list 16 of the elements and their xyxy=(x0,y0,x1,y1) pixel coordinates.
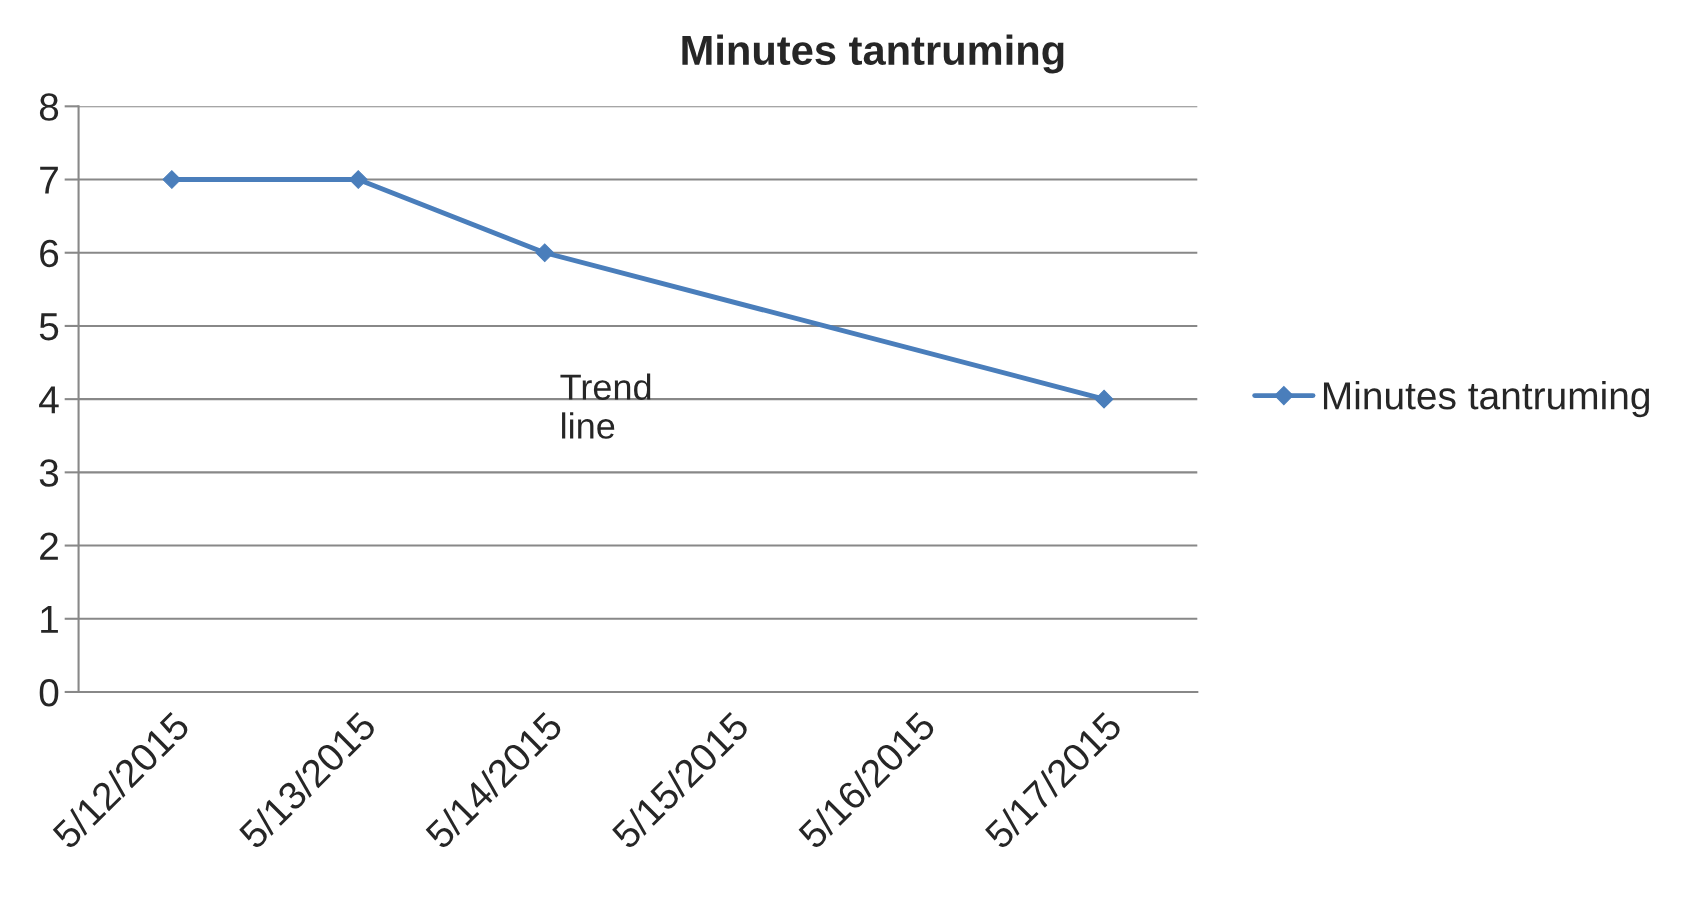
annotation: Trend line xyxy=(560,373,651,439)
y-tick-label: 4 xyxy=(39,386,59,414)
y-tick-label: 7 xyxy=(40,166,58,194)
y-tick-label: 1 xyxy=(41,606,58,633)
point xyxy=(162,170,182,189)
y-tick-label: 2 xyxy=(40,532,58,560)
chart-title: Minutes tantruming xyxy=(682,34,1064,74)
legend-label: Minutes tantruming xyxy=(1323,381,1649,418)
y-tick-label: 8 xyxy=(39,93,59,121)
point xyxy=(348,170,368,189)
point xyxy=(535,243,555,263)
y-tick-label: 3 xyxy=(39,459,59,487)
y-tick-label: 6 xyxy=(40,239,59,268)
y-tick-label: 5 xyxy=(39,313,59,341)
point xyxy=(1094,389,1114,409)
y-tick-label: 0 xyxy=(39,678,59,707)
